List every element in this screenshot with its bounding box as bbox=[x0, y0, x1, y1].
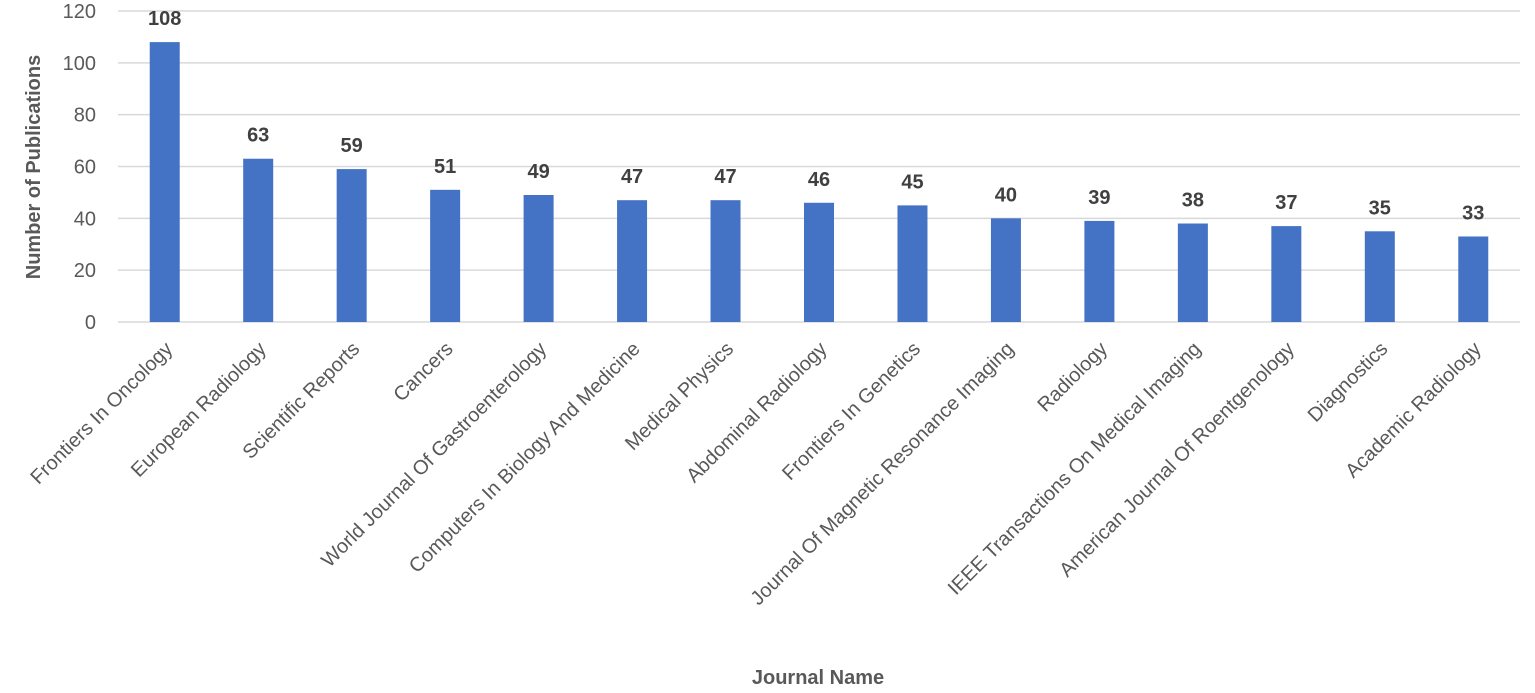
data-label: 35 bbox=[1369, 197, 1391, 219]
y-tick-label: 120 bbox=[63, 1, 96, 23]
category-label: Diagnostics bbox=[1304, 338, 1393, 427]
data-label: 108 bbox=[148, 8, 181, 30]
bar bbox=[430, 189, 461, 322]
y-tick-label: 0 bbox=[85, 312, 96, 334]
y-axis-ticks: 0 20 40 60 80 100 120 bbox=[63, 1, 96, 334]
data-label: 45 bbox=[901, 171, 923, 193]
y-tick-label: 20 bbox=[74, 260, 96, 282]
data-label: 39 bbox=[1088, 187, 1110, 209]
data-label: 33 bbox=[1462, 202, 1484, 224]
bar bbox=[336, 169, 367, 322]
category-label: Cancers bbox=[389, 338, 457, 406]
data-label: 38 bbox=[1182, 190, 1204, 212]
y-tick-label: 40 bbox=[74, 208, 96, 230]
data-label: 47 bbox=[714, 166, 736, 188]
data-labels: 108 63 59 51 49 47 47 46 45 40 39 38 37 35 33 bbox=[148, 8, 1484, 224]
data-label: 51 bbox=[434, 156, 456, 178]
bar bbox=[897, 205, 928, 322]
bar bbox=[1458, 236, 1489, 322]
bar bbox=[1177, 223, 1208, 322]
data-label: 59 bbox=[341, 135, 363, 157]
bar bbox=[523, 195, 554, 322]
y-tick-label: 80 bbox=[74, 105, 96, 127]
bar bbox=[1084, 220, 1115, 322]
y-tick-label: 60 bbox=[74, 157, 96, 179]
bar bbox=[617, 200, 648, 322]
bar bbox=[1271, 226, 1302, 322]
data-label: 63 bbox=[247, 125, 269, 147]
x-axis-title: Journal Name bbox=[752, 667, 884, 689]
bar bbox=[804, 202, 834, 322]
bar bbox=[149, 42, 180, 322]
data-label: 46 bbox=[808, 169, 830, 191]
data-label: 40 bbox=[995, 184, 1017, 206]
y-tick-label: 100 bbox=[63, 53, 96, 75]
y-axis-title: Number of Publications bbox=[23, 55, 45, 279]
bar bbox=[710, 200, 741, 322]
data-label: 37 bbox=[1275, 192, 1297, 214]
data-label: 47 bbox=[621, 166, 643, 188]
bar bbox=[990, 218, 1021, 322]
bar bbox=[1364, 231, 1395, 322]
category-label: Radiology bbox=[1033, 338, 1111, 416]
bars bbox=[149, 42, 1489, 322]
bar bbox=[243, 158, 274, 322]
data-label: 49 bbox=[527, 161, 549, 183]
